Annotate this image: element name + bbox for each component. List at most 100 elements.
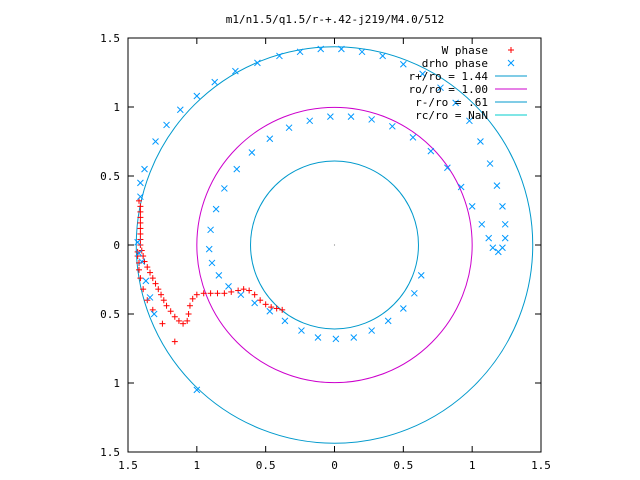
data-point-0-0	[136, 197, 143, 204]
data-point-1-67-b	[135, 249, 143, 257]
data-point-0-36	[246, 287, 253, 294]
data-point-1-59	[332, 335, 340, 343]
data-point-1-13	[338, 45, 345, 53]
data-point-1-13-b	[338, 45, 345, 53]
axis-ticks: 1.5 1 0.5 0 0.5 1 1.51.510.500.511.5	[100, 32, 551, 472]
data-point-1-23	[493, 182, 501, 190]
data-point-1-5	[176, 106, 184, 114]
data-point-1-56	[281, 317, 289, 325]
data-point-0-32	[221, 290, 228, 297]
data-point-1-40	[327, 113, 334, 121]
data-point-1-55-b	[266, 307, 274, 315]
data-point-1-25	[501, 220, 509, 228]
circle-series-4	[250, 160, 419, 330]
data-point-1-14	[358, 48, 366, 56]
data-point-1-4-b	[163, 121, 170, 129]
data-point-1-30	[485, 234, 493, 242]
data-point-1-28-b	[494, 248, 502, 256]
data-point-1-2	[141, 165, 148, 173]
data-point-1-66-b	[134, 238, 141, 246]
data-point-1-42	[285, 124, 293, 132]
data-point-1-24	[499, 203, 506, 210]
data-point-1-4	[163, 121, 170, 129]
data-point-1-44	[248, 149, 256, 156]
data-point-1-31-b	[478, 220, 486, 228]
data-point-1-57	[298, 327, 305, 334]
data-point-1-43-b	[266, 135, 274, 143]
data-point-0-38	[257, 297, 264, 304]
data-point-1-55	[266, 307, 274, 315]
data-point-0-24	[184, 317, 191, 324]
data-point-1-54	[251, 299, 259, 307]
x-tick-label-3: 0	[331, 459, 338, 472]
data-point-0-22	[175, 317, 182, 324]
data-point-1-37	[388, 122, 396, 130]
data-point-1-11	[296, 48, 304, 56]
data-point-1-16-b	[399, 60, 407, 68]
data-point-1-46-b	[221, 185, 228, 192]
data-point-1-29-b	[489, 244, 497, 252]
data-point-1-68	[138, 258, 146, 265]
data-point-1-43	[266, 135, 274, 143]
data-point-1-24-b	[499, 203, 506, 210]
data-point-1-45-b	[233, 165, 241, 173]
data-point-1-60	[350, 334, 358, 341]
data-point-0-33	[228, 288, 235, 295]
data-point-1-58-b	[314, 334, 322, 341]
data-point-1-41	[306, 117, 314, 125]
data-point-1-38	[368, 116, 376, 123]
data-point-1-15	[379, 52, 387, 60]
data-point-0-48	[140, 286, 147, 293]
data-point-1-36-b	[409, 134, 417, 141]
data-point-0-14	[149, 275, 156, 282]
data-point-1-32-b	[468, 203, 476, 210]
data-point-0-41	[273, 305, 280, 312]
legend-marker-1	[507, 59, 515, 67]
data-point-1-8-b	[232, 67, 239, 75]
data-point-1-33	[457, 183, 465, 191]
data-point-0-21	[171, 313, 178, 320]
data-point-1-23-b	[493, 182, 501, 190]
data-point-1-58	[314, 334, 322, 341]
y-tick-label-6: 1.5	[100, 446, 120, 459]
data-point-1-64	[410, 289, 418, 297]
data-point-1-37-b	[388, 122, 396, 130]
data-point-1-33-b	[457, 183, 465, 191]
data-point-0-39	[262, 301, 269, 308]
data-point-1-9	[254, 59, 261, 67]
data-point-1-42-b	[285, 124, 293, 132]
data-point-1-26	[501, 234, 509, 242]
data-point-1-53	[237, 291, 245, 299]
data-point-0-18	[160, 297, 167, 304]
data-point-1-18	[437, 84, 444, 92]
data-point-1-20	[466, 117, 473, 125]
legend-label-4: r-/ro = .61	[415, 96, 488, 109]
data-point-1-21	[477, 138, 484, 145]
data-point-1-17-b	[419, 70, 426, 78]
data-point-1-34-b	[444, 164, 451, 172]
y-tick-label-5: 1	[113, 377, 120, 390]
data-point-0-46	[136, 266, 143, 273]
data-point-0-2	[137, 208, 144, 215]
data-point-1-15-b	[379, 52, 387, 60]
data-point-1-69-b	[142, 277, 150, 285]
series-0-markers	[134, 197, 286, 345]
series-1-markers	[134, 45, 509, 394]
data-point-1-71	[150, 310, 158, 318]
data-point-0-28	[193, 291, 200, 298]
data-point-1-19	[452, 99, 460, 107]
data-point-1-67	[135, 249, 143, 257]
data-point-1-48-b	[207, 226, 214, 234]
data-point-0-11	[141, 258, 148, 265]
data-point-1-8	[232, 67, 239, 75]
origin-dot	[333, 244, 336, 246]
legend-label-3: ro/ro = 1.00	[409, 83, 488, 96]
data-point-1-30-b	[485, 234, 493, 242]
data-point-1-5-b	[176, 106, 184, 114]
data-point-1-7	[211, 78, 219, 86]
data-point-0-20	[167, 308, 174, 315]
data-point-0-4	[137, 219, 144, 226]
data-point-1-11-b	[296, 48, 304, 56]
data-point-0-6	[137, 230, 144, 237]
data-point-0-25	[185, 311, 192, 317]
